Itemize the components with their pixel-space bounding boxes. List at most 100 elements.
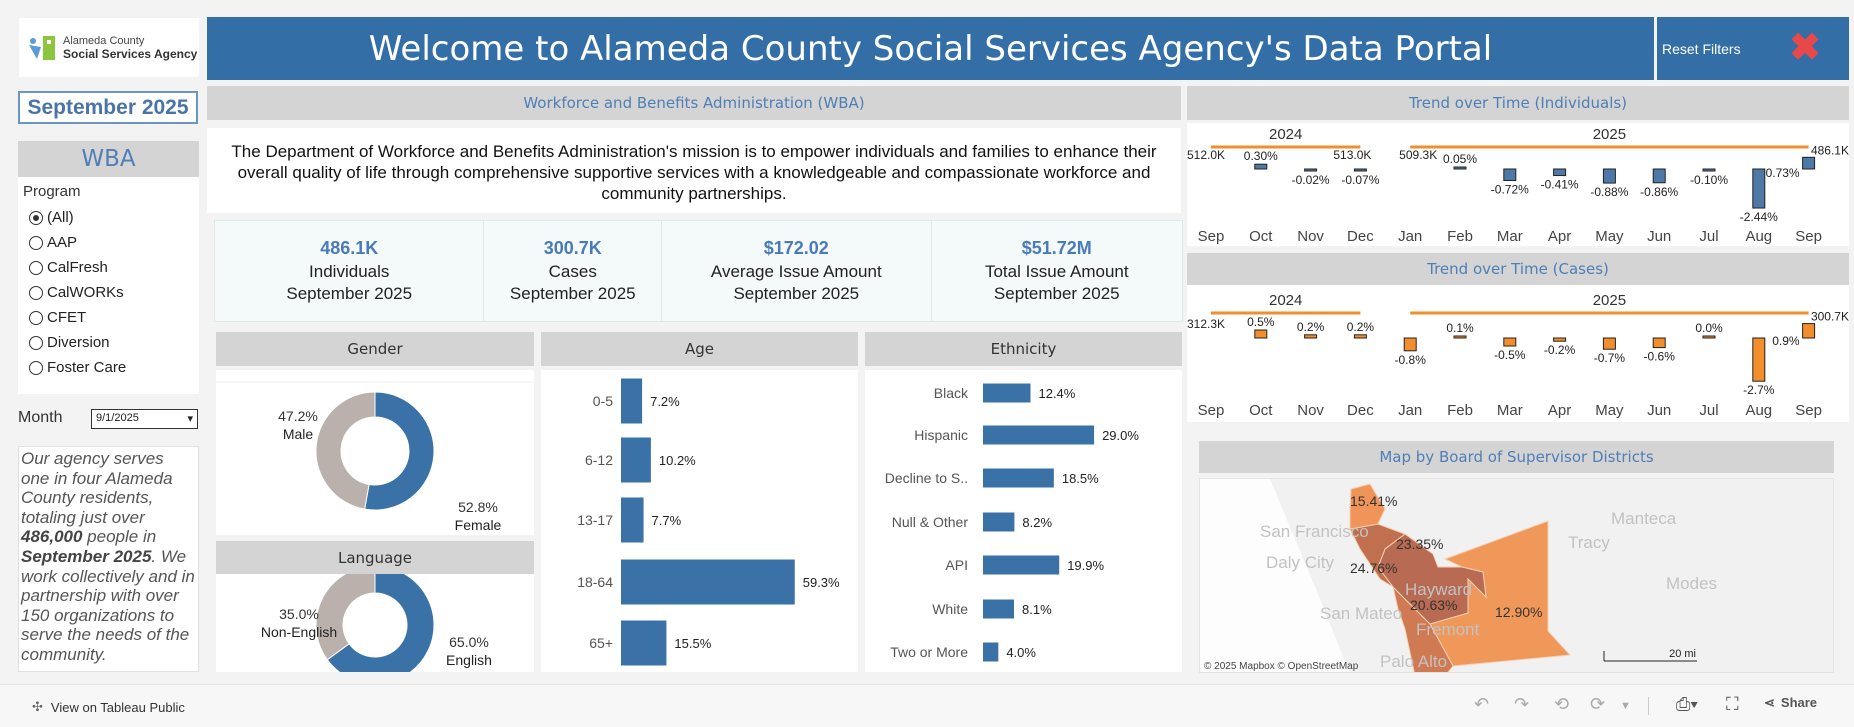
reset-filters-button[interactable]: Reset Filters ✖ xyxy=(1657,17,1849,80)
language-panel: 65.0% English 35.0% Non-English xyxy=(216,574,534,672)
district-shape[interactable] xyxy=(1349,523,1407,588)
change-label: -0.07% xyxy=(1341,173,1379,187)
program-option[interactable]: Foster Care xyxy=(23,355,194,380)
month-label: May xyxy=(1595,402,1624,419)
bar-category-label: Two or More xyxy=(890,644,968,660)
wba-header: Workforce and Benefits Administration (W… xyxy=(207,86,1181,120)
share-button[interactable]: ⋖ Share xyxy=(1764,695,1817,711)
bar-category-label: 6-12 xyxy=(585,452,613,468)
year-label: 2025 xyxy=(1593,292,1626,309)
blurb-text: Our agency serves one in four Alameda Co… xyxy=(21,449,173,527)
undo-icon[interactable]: ↶ xyxy=(1474,694,1490,714)
map-place-label: Modes xyxy=(1666,574,1717,593)
value-label: 486.1K xyxy=(1811,143,1849,157)
bar-value-label: 29.0% xyxy=(1102,428,1139,443)
bar-value-label: 4.0% xyxy=(1006,645,1036,660)
toolbar-divider xyxy=(1648,697,1649,715)
radio-icon[interactable] xyxy=(29,360,43,375)
month-label: Jan xyxy=(1398,228,1422,245)
map-place-label: Palo Alto xyxy=(1380,652,1447,671)
logo-line2: Social Services Agency xyxy=(63,46,198,61)
close-x-icon[interactable]: ✖ xyxy=(1789,27,1821,69)
change-bar xyxy=(1304,168,1318,172)
fullscreen-icon[interactable]: ⛶ xyxy=(1726,694,1739,714)
view-on-tableau-public-link[interactable]: ✣ View on Tableau Public xyxy=(32,699,185,715)
slice-category-label: English xyxy=(446,652,492,668)
bar-value-label: 8.2% xyxy=(1022,515,1052,530)
radio-icon[interactable] xyxy=(29,260,43,275)
map-canvas[interactable]: San Francisco Daly City San Mateo Palo Alto… xyxy=(1200,479,1834,673)
change-label: 0.9% xyxy=(1772,334,1800,348)
program-option[interactable]: CFET xyxy=(23,305,194,330)
bar-category-label: 13-17 xyxy=(577,512,613,528)
change-label: -2.44% xyxy=(1740,210,1778,224)
program-option[interactable]: CalWORKs xyxy=(23,280,194,305)
section-title: WBA xyxy=(18,141,199,177)
map-attribution[interactable]: © 2025 Mapbox © OpenStreetMap xyxy=(1204,661,1359,672)
refresh-dropdown-icon[interactable]: ▼ xyxy=(1620,700,1631,712)
tableau-logo-icon: ✣ xyxy=(32,699,43,714)
bar-category-label: API xyxy=(945,557,968,573)
value-label: 312.3K xyxy=(1187,317,1225,331)
radio-icon[interactable] xyxy=(29,285,43,300)
month-select[interactable]: 9/1/2025 ▾ xyxy=(91,409,198,429)
view-on-label: View on Tableau Public xyxy=(50,699,185,715)
ethnicity-bar-chart: Black 12.4% Hispanic 29.0% Decline to S.. 18.… xyxy=(885,383,1139,662)
bar-value-label: 7.2% xyxy=(650,394,680,409)
program-option[interactable]: AAP xyxy=(23,230,194,255)
district-map[interactable]: San Francisco Daly City San Mateo Palo Alto… xyxy=(1199,478,1834,673)
change-bar xyxy=(1752,337,1766,382)
refresh-icon[interactable]: ⟳ xyxy=(1590,694,1606,714)
change-bar xyxy=(1802,323,1816,339)
donut-slice xyxy=(326,574,435,672)
change-label: -0.6% xyxy=(1644,350,1676,364)
month-label: Jan xyxy=(1398,402,1422,419)
month-label: Feb xyxy=(1447,228,1473,245)
program-option[interactable]: (All) xyxy=(23,205,194,230)
bar xyxy=(983,599,1015,619)
trend-individuals-panel: 2024 2025 Sep 512.0K Oct 0.30% Nov -0.02% Dec -0.… xyxy=(1187,123,1849,246)
district-percent-label: 24.76% xyxy=(1350,560,1397,576)
map-header: Map by Board of Supervisor Districts xyxy=(1199,441,1834,473)
kpi-value: $51.72M xyxy=(1021,238,1092,258)
change-label: -0.72% xyxy=(1491,183,1529,197)
map-place-label: San Francisco xyxy=(1260,522,1369,541)
change-label: -2.7% xyxy=(1743,383,1775,397)
download-icon[interactable]: ⎙▾ xyxy=(1676,694,1698,714)
map-place-label: San Mateo xyxy=(1320,604,1402,623)
kpi-period: September 2025 xyxy=(733,284,860,303)
revert-icon[interactable]: ⟲ xyxy=(1554,694,1570,714)
district-shape[interactable] xyxy=(1392,585,1454,673)
month-label: May xyxy=(1595,228,1624,245)
blurb-count: 486,000 xyxy=(21,527,83,547)
kpi-period: September 2025 xyxy=(993,284,1120,303)
change-bar xyxy=(1503,168,1517,182)
radio-icon[interactable] xyxy=(29,310,43,325)
bar xyxy=(983,383,1031,403)
bar-value-label: 7.7% xyxy=(652,513,682,528)
agency-logo: Alameda County Social Services Agency xyxy=(19,18,199,77)
change-bar xyxy=(1254,329,1268,339)
program-option[interactable]: CalFresh xyxy=(23,255,194,280)
slice-value-label: 65.0% xyxy=(449,634,489,650)
radio-icon[interactable] xyxy=(29,335,43,350)
bar-value-label: 59.3% xyxy=(803,575,840,590)
change-bar xyxy=(1503,337,1517,347)
redo-icon[interactable]: ↷ xyxy=(1514,694,1530,714)
change-label: -0.41% xyxy=(1541,178,1579,192)
map-place-label: Hayward xyxy=(1405,580,1472,599)
radio-icon[interactable] xyxy=(29,210,43,225)
kpi-period: September 2025 xyxy=(509,284,636,303)
change-label: 0.2% xyxy=(1347,320,1375,334)
kpi-period: September 2025 xyxy=(286,284,413,303)
district-shape[interactable] xyxy=(1349,483,1386,530)
trend-cases-header: Trend over Time (Cases) xyxy=(1187,253,1849,285)
value-label: 513.0K xyxy=(1333,148,1371,162)
change-label: 0.05% xyxy=(1443,152,1477,166)
slice-category-label: Non-English xyxy=(261,624,337,640)
month-label: Oct xyxy=(1249,402,1273,419)
bar xyxy=(621,497,644,543)
bar xyxy=(983,555,1060,575)
radio-icon[interactable] xyxy=(29,235,43,250)
program-option[interactable]: Diversion xyxy=(23,330,194,355)
